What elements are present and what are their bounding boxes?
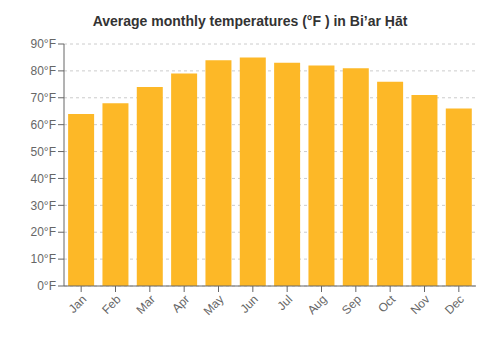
svg-text:Oct: Oct — [375, 292, 399, 316]
svg-text:Sep: Sep — [339, 292, 364, 317]
svg-text:Feb: Feb — [99, 292, 124, 317]
svg-text:Nov: Nov — [408, 292, 433, 317]
svg-text:0°F: 0°F — [37, 279, 56, 293]
svg-text:Apr: Apr — [169, 292, 192, 315]
svg-text:Jun: Jun — [237, 292, 261, 316]
svg-text:50°F: 50°F — [31, 145, 56, 159]
svg-text:80°F: 80°F — [31, 64, 56, 78]
svg-text:70°F: 70°F — [31, 91, 56, 105]
svg-text:Jul: Jul — [275, 292, 296, 313]
svg-text:90°F: 90°F — [31, 37, 56, 51]
svg-text:Dec: Dec — [442, 292, 467, 317]
html-text:Average monthly temperatures (: Average monthly temperatures (°F ) in Bi… — [92, 13, 408, 29]
svg-text:May: May — [201, 292, 227, 318]
svg-text:Aug: Aug — [305, 292, 330, 317]
svg-text:40°F: 40°F — [31, 172, 56, 186]
svg-text:10°F: 10°F — [31, 252, 56, 266]
svg-text:20°F: 20°F — [31, 225, 56, 239]
svg-text:30°F: 30°F — [31, 199, 56, 213]
svg-text:60°F: 60°F — [31, 118, 56, 132]
svg-text:Jan: Jan — [66, 292, 90, 316]
svg-text:Mar: Mar — [133, 292, 158, 317]
